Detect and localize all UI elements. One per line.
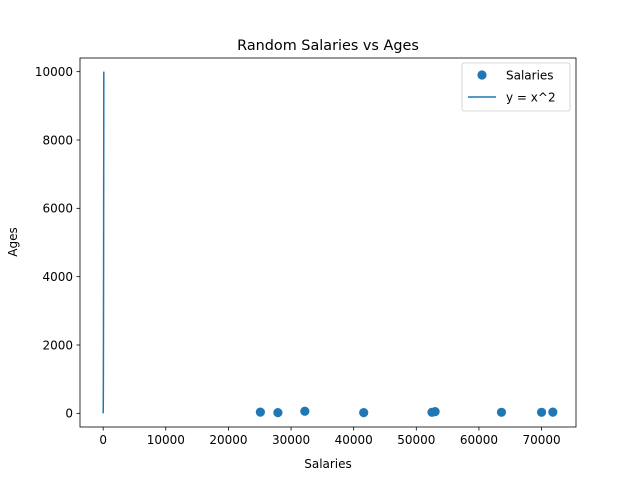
y-tick-label: 8000: [42, 133, 73, 147]
scatter-point-9: [548, 407, 558, 417]
legend-label: y = x^2: [506, 90, 556, 104]
x-axis-label: Salaries: [304, 457, 352, 471]
scatter-point-3: [300, 406, 310, 416]
x-tick-label: 50000: [397, 433, 435, 447]
x-tick-label: 40000: [335, 433, 373, 447]
x-tick-label: 0: [99, 433, 107, 447]
legend: Salaries y = x^2: [461, 62, 571, 112]
scatter-point-2: [273, 408, 283, 418]
x-tick-label: 30000: [272, 433, 310, 447]
y-axis-label: Ages: [6, 227, 20, 256]
y-tick-label: 4000: [42, 270, 73, 284]
axes-frame: [79, 57, 577, 428]
x-tick-label: 60000: [460, 433, 498, 447]
x-tick-label: 20000: [209, 433, 247, 447]
y-tick-label: 0: [65, 407, 73, 421]
legend-label: Salaries: [506, 68, 554, 82]
scatter-point-6: [430, 407, 440, 417]
y-tick-label: 6000: [42, 202, 73, 216]
scatter-point-1: [255, 407, 265, 417]
x-tick-label: 70000: [522, 433, 560, 447]
legend-marker-swatch: [477, 70, 487, 80]
x-tick-label: 10000: [147, 433, 185, 447]
y-tick-label: 10000: [35, 65, 73, 79]
scatter-point-8: [536, 407, 547, 417]
legend-box: [461, 62, 571, 112]
series-line-y-equals-x-squared: [102, 71, 105, 414]
y-tick-label: 2000: [42, 338, 73, 352]
chart-title: Random Salaries vs Ages: [237, 38, 419, 54]
scatter-point-7: [496, 407, 507, 417]
plot-area: 0 10000 20000 30000 40000 50000 60000 70000 0 200…: [35, 57, 577, 447]
scatter-point-4: [359, 408, 369, 418]
